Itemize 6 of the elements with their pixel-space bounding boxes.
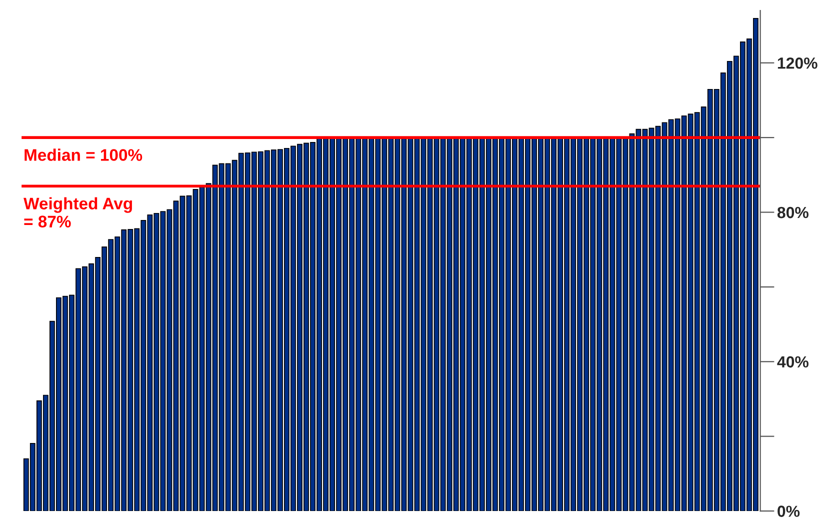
y-tick-label: 80%	[777, 206, 808, 218]
ref-line-label: Weighted Avg = 87%	[24, 197, 132, 228]
ref-line-label: Median = 100%	[24, 148, 142, 161]
y-tick-label: 40%	[777, 356, 808, 368]
y-tick-label: 0%	[778, 506, 800, 517]
y-tick-label: 120%	[778, 58, 818, 69]
